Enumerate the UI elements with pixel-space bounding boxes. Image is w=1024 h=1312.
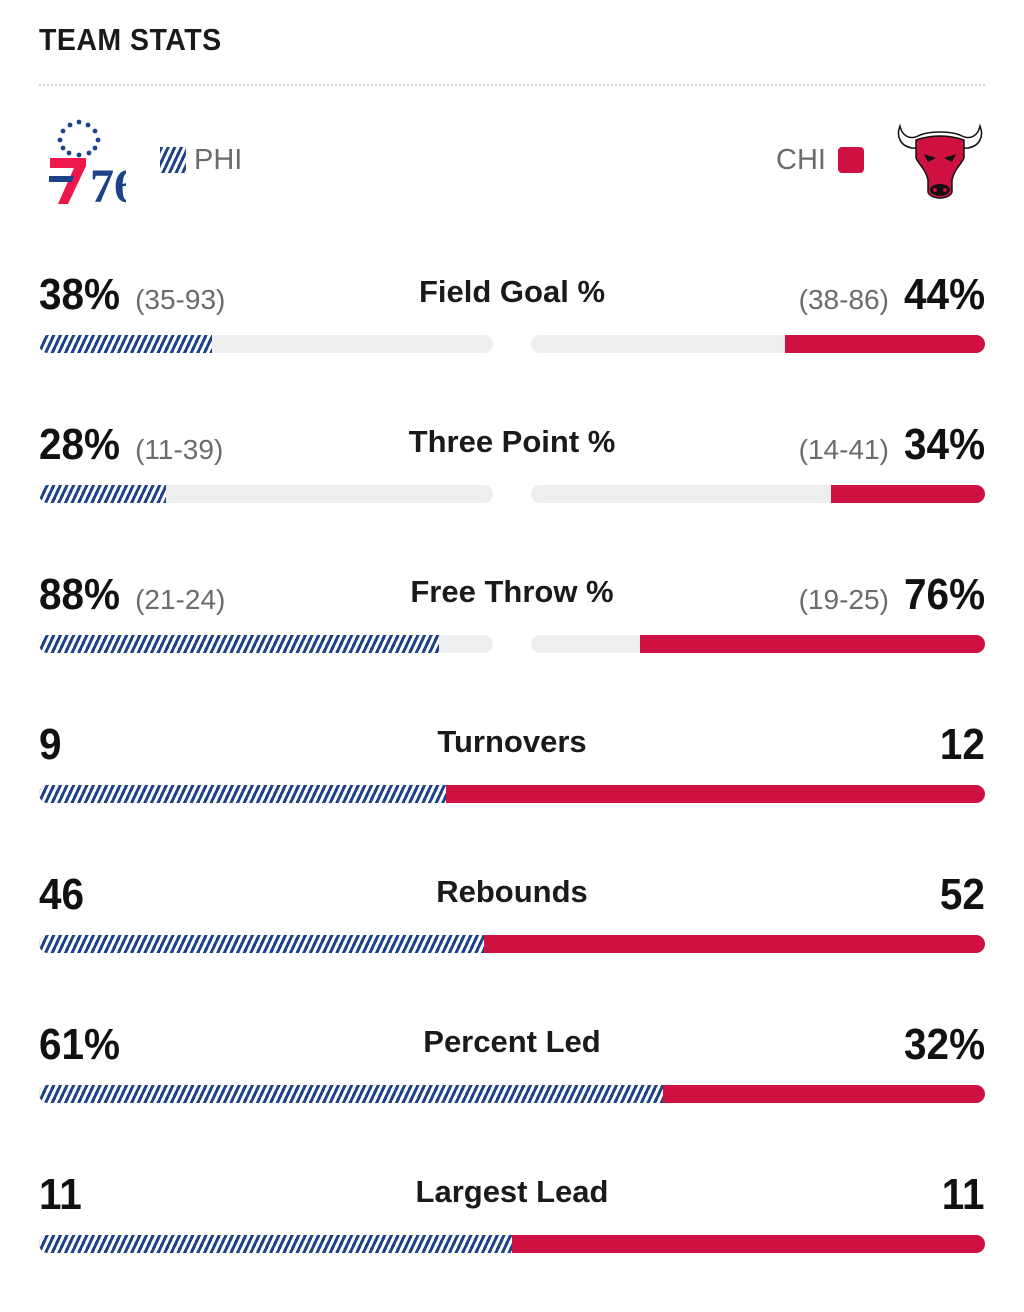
team-phi-legend: PHI — [160, 142, 242, 178]
phi-bar-track — [39, 335, 493, 353]
chi-value: 52 — [939, 870, 985, 919]
stat-percent-led: 61% Percent Led 32% — [39, 1020, 985, 1120]
header-divider — [39, 84, 985, 86]
chi-bar-track — [531, 485, 985, 503]
bulls-logo — [897, 123, 983, 199]
stat-label: Rebounds — [436, 874, 588, 909]
stat-rebounds: 46 Rebounds 52 — [39, 870, 985, 970]
chi-bar-fill — [639, 635, 985, 653]
chi-bar-track — [531, 635, 985, 653]
chi-value: 44% — [903, 270, 985, 319]
chi-swatch — [838, 147, 864, 173]
phi-bar-fill — [39, 935, 484, 953]
team-chi-legend: CHI — [776, 142, 864, 178]
phi-bar-fill — [39, 335, 212, 353]
phi-bar-fill — [39, 1085, 664, 1103]
phi-abbr: PHI — [194, 143, 243, 176]
chi-value: 12 — [939, 720, 985, 769]
phi-value: 88% — [39, 570, 121, 619]
stat-label: Largest Lead — [415, 1174, 609, 1209]
section-title: TEAM STATS — [39, 22, 222, 57]
split-bar — [39, 785, 985, 803]
chi-bar-fill — [830, 485, 985, 503]
stat-largest-lead: 11 Largest Lead 11 — [39, 1170, 985, 1270]
chi-made: (19-25) — [798, 584, 889, 615]
stat-free-throw: 88% (21-24) Free Throw % (19-25) 76% — [39, 570, 985, 670]
chi-made: (14-41) — [798, 434, 889, 465]
phi-swatch — [160, 147, 186, 173]
phi-made: (35-93) — [135, 284, 226, 315]
phi-bar-fill — [39, 635, 439, 653]
phi-value: 46 — [39, 870, 85, 919]
phi-bar-fill — [39, 485, 167, 503]
phi-value: 28% — [39, 420, 121, 469]
chi-bar-fill — [785, 335, 985, 353]
chi-value: 34% — [903, 420, 985, 469]
chi-value: 76% — [903, 570, 985, 619]
stat-field-goal: 38% (35-93) Field Goal % (38-86) 44% — [39, 270, 985, 370]
chi-value: 11 — [942, 1170, 985, 1219]
phi-bar-fill — [39, 785, 446, 803]
stat-label: Field Goal % — [418, 274, 606, 309]
chi-abbr: CHI — [776, 143, 826, 176]
split-bar — [39, 1085, 985, 1103]
sixers-logo: 76 — [49, 119, 126, 208]
phi-made: (21-24) — [135, 584, 226, 615]
phi-value: 9 — [39, 720, 62, 769]
phi-bar-track — [39, 485, 493, 503]
phi-value: 11 — [39, 1170, 82, 1219]
chi-made: (38-86) — [798, 284, 889, 315]
stat-label: Percent Led — [423, 1024, 601, 1059]
stat-label: Three Point % — [408, 424, 616, 459]
phi-made: (11-39) — [135, 434, 224, 465]
phi-value: 38% — [39, 270, 121, 319]
split-bar — [39, 935, 985, 953]
stat-label: Free Throw % — [410, 574, 614, 609]
stat-three-point: 28% (11-39) Three Point % (14-41) 34% — [39, 420, 985, 520]
phi-bar-track — [39, 635, 493, 653]
logo-76-text: 76 — [90, 160, 126, 208]
phi-bar-fill — [39, 1235, 512, 1253]
stat-label: Turnovers — [437, 724, 587, 759]
split-bar — [39, 1235, 985, 1253]
chi-bar-track — [531, 335, 985, 353]
chi-value: 32% — [903, 1020, 985, 1069]
phi-value: 61% — [39, 1020, 121, 1069]
stat-turnovers: 9 Turnovers 12 — [39, 720, 985, 820]
